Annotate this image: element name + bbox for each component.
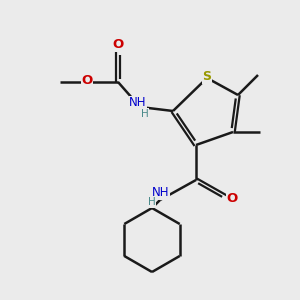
- Text: NH: NH: [152, 187, 170, 200]
- Text: H: H: [141, 109, 149, 119]
- Text: O: O: [112, 38, 124, 52]
- Text: S: S: [202, 70, 211, 83]
- Text: O: O: [226, 193, 238, 206]
- Text: NH: NH: [129, 97, 147, 110]
- Text: O: O: [81, 74, 93, 88]
- Text: H: H: [148, 197, 156, 207]
